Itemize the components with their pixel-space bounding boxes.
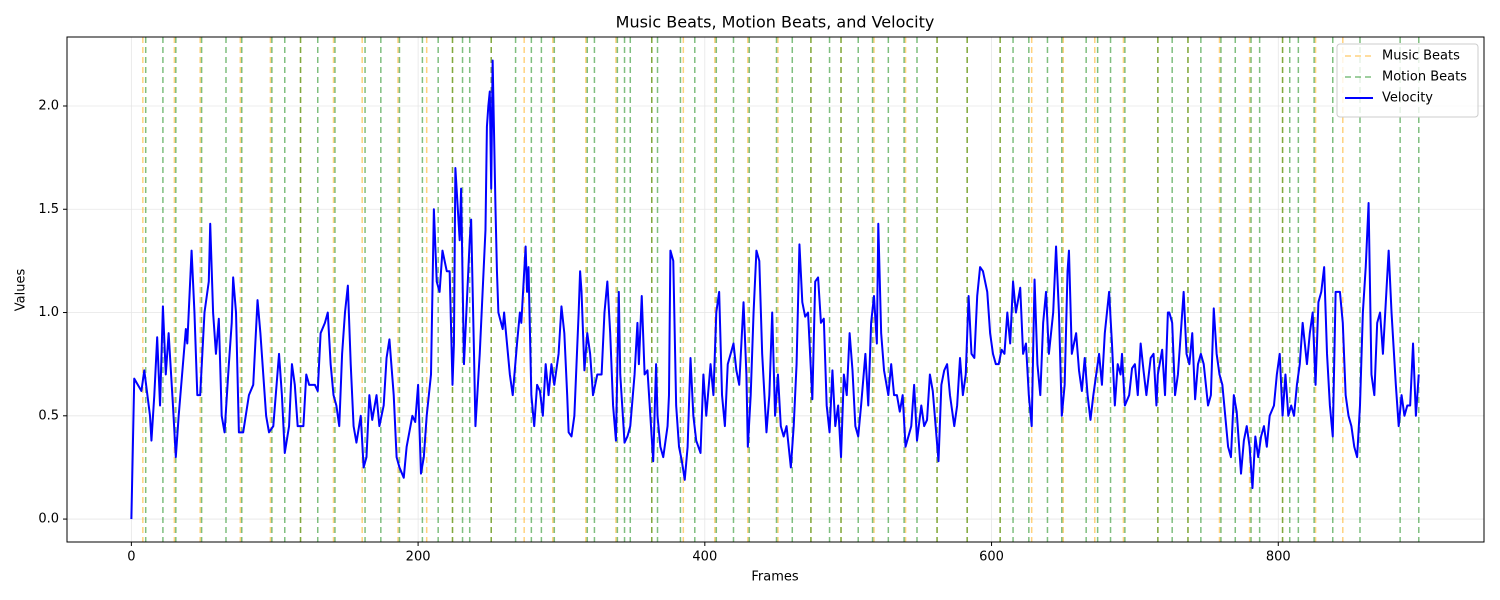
x-tick-label: 200	[406, 550, 431, 565]
plot-frame	[66, 36, 1485, 543]
legend: Music Beats Motion Beats Velocity	[1336, 43, 1479, 118]
x-tick-label: 400	[692, 550, 717, 565]
y-tick-label: 0.5	[38, 408, 59, 423]
x-tick-label: 600	[979, 550, 1004, 565]
velocity-line	[130, 59, 1420, 520]
x-axis-label: Frames	[751, 570, 799, 585]
chart-title: Music Beats, Motion Beats, and Velocity	[616, 13, 935, 32]
legend-label: Motion Beats	[1382, 70, 1467, 85]
y-tick-label: 0.0	[38, 512, 59, 527]
x-tick-label: 800	[1266, 550, 1291, 565]
legend-label: Velocity	[1382, 91, 1433, 106]
legend-label: Music Beats	[1382, 49, 1460, 64]
y-tick-label: 1.0	[38, 305, 59, 320]
y-tick-label: 1.5	[38, 202, 59, 217]
x-tick-label: 0	[127, 550, 135, 565]
y-tick-label: 2.0	[38, 98, 59, 113]
y-axis-label: Values	[14, 269, 29, 312]
